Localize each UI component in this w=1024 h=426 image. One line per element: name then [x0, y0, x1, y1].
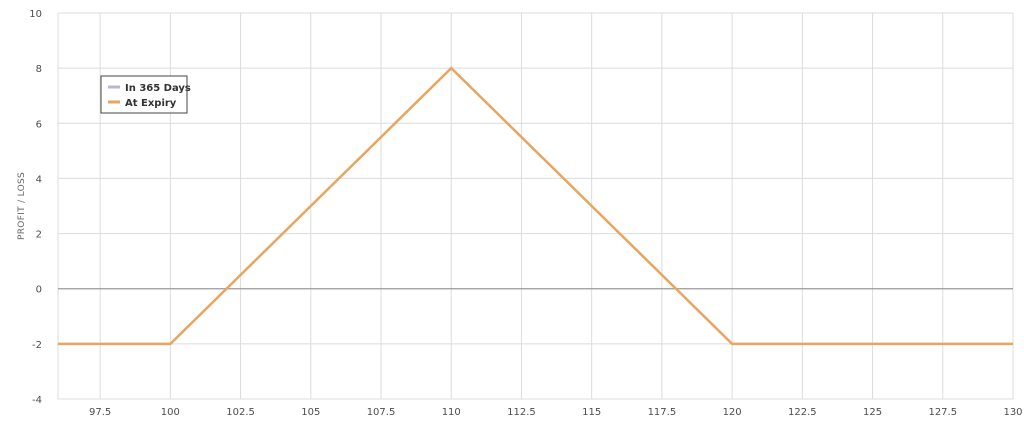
x-tick-label: 117.5: [648, 407, 677, 418]
y-axis-ticks: -4 -2 0 2 4 6 8 10: [29, 9, 42, 406]
y-axis-title: PROFIT / LOSS: [17, 172, 27, 240]
y-tick-label: -2: [32, 340, 42, 351]
x-tick-label: 110: [442, 407, 461, 418]
y-tick-label: 4: [36, 174, 42, 185]
grid: [57, 12, 1014, 400]
x-tick-label: 125: [863, 407, 882, 418]
x-tick-label: 105: [301, 407, 320, 418]
x-tick-label: 127.5: [928, 407, 957, 418]
legend-label: At Expiry: [125, 98, 177, 109]
legend-label: In 365 Days: [125, 83, 191, 94]
x-tick-label: 130: [1003, 407, 1022, 418]
legend: In 365 Days At Expiry: [100, 75, 191, 114]
x-tick-label: 120: [723, 407, 742, 418]
series-line-at-expiry: [58, 66, 1013, 346]
x-tick-label: 107.5: [367, 407, 396, 418]
x-tick-label: 115: [582, 407, 601, 418]
x-tick-label: 102.5: [226, 407, 255, 418]
x-tick-label: 112.5: [507, 407, 536, 418]
y-tick-label: 10: [29, 9, 42, 20]
y-tick-label: 6: [36, 119, 42, 130]
x-tick-label: 122.5: [788, 407, 817, 418]
x-axis-ticks: 97.5 100 102.5 105 107.5 110 112.5 115 117.5 120 1…: [89, 407, 1023, 418]
y-tick-label: 0: [36, 285, 42, 296]
y-tick-label: -4: [32, 395, 42, 406]
y-tick-label: 2: [36, 230, 42, 241]
series-layer: [57, 66, 1014, 346]
legend-entries: In 365 Days At Expiry: [108, 83, 191, 109]
x-tick-label: 100: [161, 407, 180, 418]
y-tick-label: 8: [36, 64, 42, 75]
legend-box: [100, 75, 188, 114]
x-tick-label: 97.5: [89, 407, 111, 418]
